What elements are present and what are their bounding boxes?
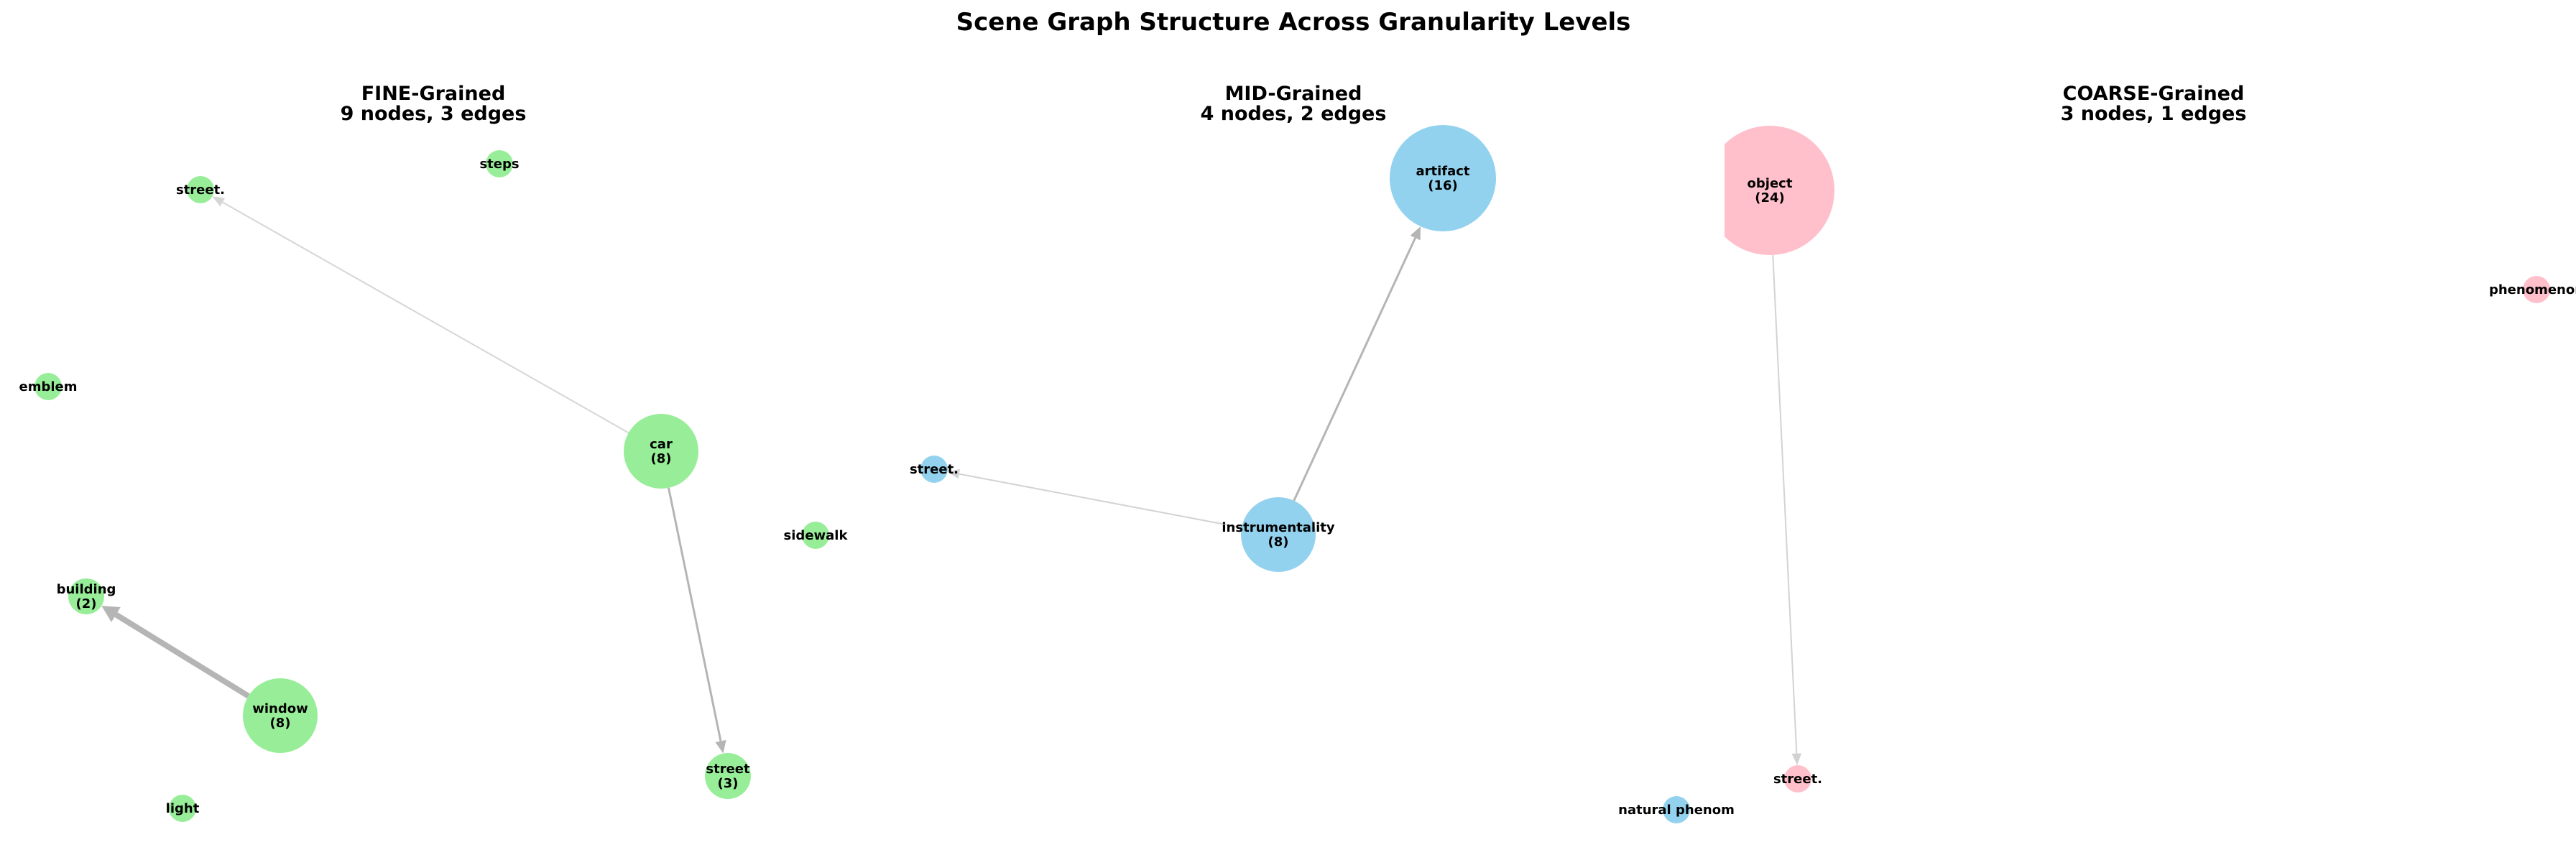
panel-coarse-nodes: object(24) phenomenon street. — [1725, 126, 2576, 793]
panel-mid-subtitle: 4 nodes, 2 edges — [1201, 103, 1387, 125]
node-circle — [1390, 125, 1496, 231]
node-label: artifact — [1416, 164, 1469, 179]
node-steps: steps — [479, 150, 520, 177]
node-instrumentality: instrumentality(8) — [1222, 497, 1335, 572]
node-circle — [624, 414, 698, 489]
node-car: car(8) — [624, 414, 698, 489]
node-circle — [34, 373, 62, 400]
panel-mid-edges — [947, 226, 1421, 529]
node-label: street. — [910, 462, 959, 477]
node-circle — [187, 176, 214, 203]
node-label: sidewalk — [784, 528, 849, 543]
panel-mid: MID-Grained 4 nodes, 2 edges artifact(16… — [910, 83, 1735, 823]
edge-car-to-street_dot — [212, 196, 629, 434]
node-sidewalk: sidewalk — [784, 522, 849, 549]
node-label: (8) — [270, 716, 291, 731]
panel-coarse-subtitle: 3 nodes, 1 edges — [2061, 103, 2247, 125]
node-label: emblem — [19, 379, 78, 394]
figure-title: Scene Graph Structure Across Granularity… — [956, 8, 1631, 37]
panel-fine-subtitle: 9 nodes, 3 edges — [341, 103, 527, 125]
node-circle — [1725, 126, 1834, 255]
node-circle — [1663, 796, 1690, 823]
edge-object-to-street_dot — [1772, 254, 1802, 766]
panel-fine-nodes: street.stepsemblemcar(8)sidewalkbuilding… — [19, 150, 849, 822]
panel-mid-title: MID-Grained — [1225, 83, 1362, 105]
panel-coarse-edges — [1772, 254, 1802, 766]
node-label: (8) — [651, 451, 672, 466]
node-label: steps — [479, 157, 519, 172]
node-label: (24) — [1755, 190, 1785, 205]
node-street-dot: street. — [910, 456, 959, 483]
node-phenomenon: phenomenon — [2489, 276, 2576, 303]
node-circle — [705, 753, 751, 799]
node-label: building — [57, 582, 116, 597]
panel-fine-title: FINE-Grained — [361, 83, 506, 105]
node-label: (3) — [718, 776, 739, 791]
panel-fine-edges — [101, 196, 726, 754]
node-circle — [486, 150, 513, 177]
node-natural-phenomenon: natural phenom — [1618, 796, 1735, 823]
node-window: window(8) — [243, 678, 318, 753]
node-label: natural phenom — [1618, 803, 1735, 818]
edge-car-to-street — [668, 487, 726, 754]
node-label: car — [650, 437, 673, 452]
panel-coarse: COARSE-Grained 3 nodes, 1 edges object(2… — [1725, 83, 2576, 793]
panel-coarse-title: COARSE-Grained — [2063, 83, 2245, 105]
node-label: object — [1748, 176, 1793, 191]
node-building: building(2) — [57, 578, 116, 614]
edge-window-to-building — [101, 606, 250, 699]
node-label: (16) — [1428, 178, 1458, 193]
node-label: phenomenon — [2489, 282, 2576, 297]
node-circle — [802, 522, 829, 549]
node-street-dot: street. — [1773, 765, 1822, 793]
node-label: window — [252, 701, 308, 716]
node-label: (2) — [76, 596, 97, 611]
node-label: street. — [176, 183, 225, 198]
node-circle — [169, 795, 196, 822]
node-street-dot: street. — [176, 176, 225, 203]
panel-fine: FINE-Grained 9 nodes, 3 edges street. ste… — [19, 83, 849, 822]
node-light: light — [166, 795, 200, 822]
edge-instrumentality-to-artifact — [1293, 226, 1421, 502]
node-label: street — [706, 762, 750, 777]
node-artifact: artifact(16) — [1390, 125, 1496, 231]
node-label: light — [166, 801, 200, 816]
node-circle — [2523, 276, 2550, 303]
node-circle — [920, 456, 948, 483]
edge-instrumentality-to-street_dot — [947, 468, 1242, 529]
node-label: instrumentality — [1222, 520, 1334, 535]
panel-mid-nodes: artifact(16) street. instrumentality(8) nat… — [910, 125, 1735, 823]
node-circle — [68, 578, 104, 614]
node-circle — [1784, 765, 1811, 793]
node-emblem: emblem — [19, 373, 78, 400]
node-label: street. — [1773, 772, 1822, 787]
node-circle — [243, 678, 318, 753]
node-label: (8) — [1268, 535, 1289, 550]
node-street: street(3) — [705, 753, 751, 799]
node-object: object(24) — [1725, 126, 1834, 255]
node-circle — [1241, 497, 1316, 572]
